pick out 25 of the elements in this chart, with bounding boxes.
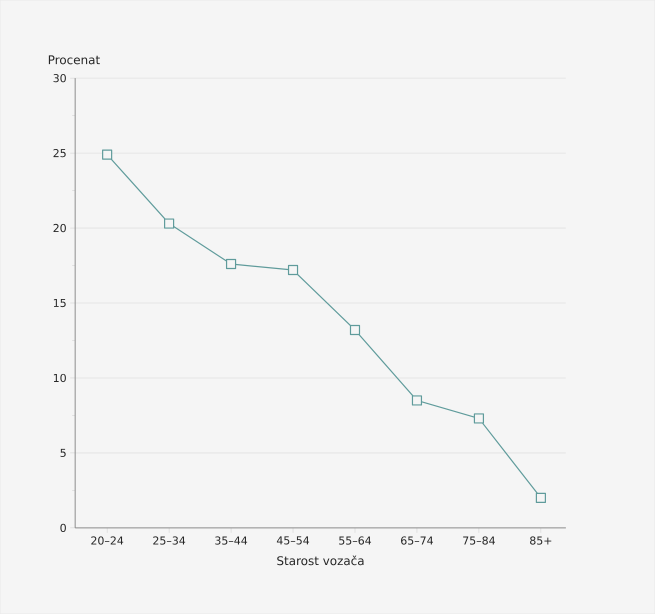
y-tick-label: 10 [54, 374, 66, 382]
point [288, 264, 298, 276]
y-tick-label: 20 [54, 224, 66, 232]
point [536, 492, 546, 503]
point [412, 395, 422, 406]
y-axis-title: Procenat [48, 55, 100, 64]
y-tick-label: 5 [60, 448, 66, 457]
y-tick-label: 30 [54, 74, 66, 82]
x-tick-label: 85+ [530, 536, 552, 545]
x-tick-label: 75–84 [463, 536, 495, 545]
point [474, 413, 484, 424]
x-tick-label: 35–44 [215, 536, 248, 545]
x-tick-label: 20–24 [91, 536, 124, 545]
x-tick-label: 65–74 [401, 536, 434, 545]
x-axis-title: Starost vozača [277, 556, 364, 566]
point [102, 149, 112, 160]
x-tick-label: 25–34 [153, 536, 186, 545]
x-tick-label: 45–54 [276, 536, 310, 545]
point [226, 258, 236, 270]
point [164, 218, 174, 229]
y-tick-label: 0 [60, 524, 66, 532]
x-tick-label: 55–64 [339, 536, 372, 545]
y-tick-label: 25 [54, 148, 66, 158]
y-tick-label: 15 [54, 298, 66, 308]
point [350, 324, 360, 336]
